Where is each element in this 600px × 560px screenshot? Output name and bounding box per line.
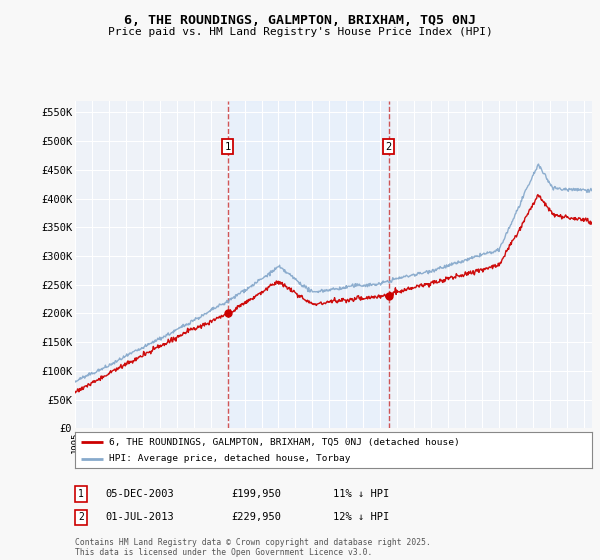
- Text: HPI: Average price, detached house, Torbay: HPI: Average price, detached house, Torb…: [109, 454, 350, 463]
- Text: 6, THE ROUNDINGS, GALMPTON, BRIXHAM, TQ5 0NJ (detached house): 6, THE ROUNDINGS, GALMPTON, BRIXHAM, TQ5…: [109, 438, 460, 447]
- Text: Contains HM Land Registry data © Crown copyright and database right 2025.
This d: Contains HM Land Registry data © Crown c…: [75, 538, 431, 557]
- Text: 05-DEC-2003: 05-DEC-2003: [105, 489, 174, 499]
- Text: 11% ↓ HPI: 11% ↓ HPI: [333, 489, 389, 499]
- Text: £229,950: £229,950: [231, 512, 281, 522]
- Text: 1: 1: [224, 142, 231, 152]
- Text: Price paid vs. HM Land Registry's House Price Index (HPI): Price paid vs. HM Land Registry's House …: [107, 27, 493, 37]
- Bar: [227, 101, 389, 428]
- Text: 2: 2: [78, 512, 84, 522]
- Text: 12% ↓ HPI: 12% ↓ HPI: [333, 512, 389, 522]
- Text: 01-JUL-2013: 01-JUL-2013: [105, 512, 174, 522]
- Text: 6, THE ROUNDINGS, GALMPTON, BRIXHAM, TQ5 0NJ: 6, THE ROUNDINGS, GALMPTON, BRIXHAM, TQ5…: [124, 14, 476, 27]
- Text: 1: 1: [78, 489, 84, 499]
- Text: 2: 2: [386, 142, 392, 152]
- Text: £199,950: £199,950: [231, 489, 281, 499]
